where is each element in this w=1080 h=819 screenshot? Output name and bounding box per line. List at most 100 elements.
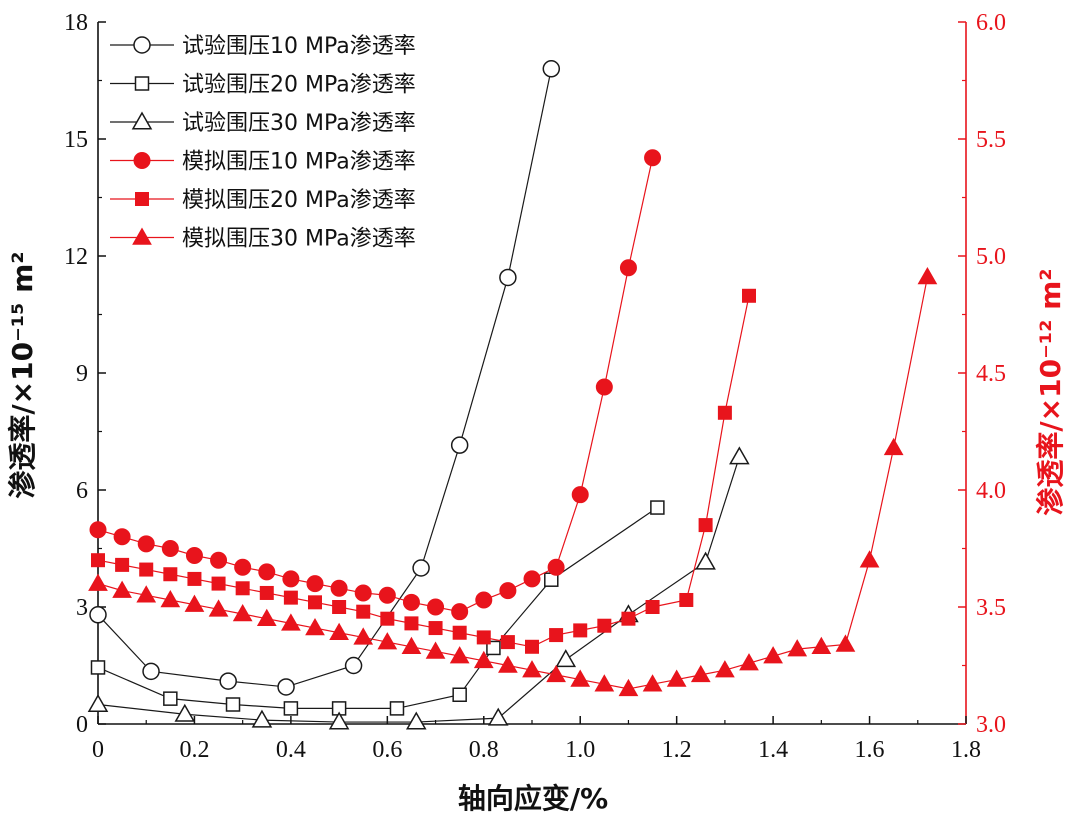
legend-marker — [134, 76, 150, 91]
y-right-tick-label: 4.5 — [976, 361, 1006, 387]
data-point — [427, 598, 445, 616]
data-point — [211, 576, 226, 591]
data-point — [89, 606, 107, 624]
series-1 — [89, 60, 561, 696]
data-point — [329, 622, 349, 640]
y-left-tick-label: 6 — [76, 478, 88, 504]
data-point — [283, 590, 298, 605]
data-point — [475, 591, 493, 609]
data-point — [281, 613, 301, 631]
x-tick-label: 0.6 — [372, 737, 402, 763]
y-right-tick-label: 3.0 — [976, 712, 1006, 738]
data-point — [328, 711, 350, 730]
data-point — [404, 616, 419, 631]
x-tick-label: 1.2 — [662, 737, 692, 763]
data-point — [305, 618, 325, 636]
y-right-tick-label: 6.0 — [976, 10, 1006, 36]
data-point — [487, 707, 509, 726]
data-point — [225, 697, 241, 712]
data-point — [555, 649, 577, 668]
data-point — [137, 535, 155, 553]
x-tick-label: 1.6 — [855, 737, 885, 763]
data-point — [650, 500, 665, 515]
legend-item: 试验围压30 MPa渗透率 — [110, 111, 416, 136]
legend-item: 模拟围压20 MPa渗透率 — [110, 188, 416, 213]
y-right-tick-label: 3.5 — [976, 595, 1006, 621]
data-point — [235, 581, 250, 596]
data-point — [859, 550, 880, 568]
data-point — [645, 600, 660, 614]
data-point — [619, 259, 637, 277]
legend-label: 试验围压10 MPa渗透率 — [182, 34, 416, 59]
data-point — [163, 691, 178, 706]
axes: 0 0.2 0.4 0.6 0.8 1.0 1.2 1.4 1.6 1.8 0 3 6 9 12 15 18 3.… — [64, 10, 1006, 763]
x-tick-label: 0.8 — [469, 737, 499, 763]
series-2 — [90, 500, 665, 716]
data-point — [621, 611, 636, 626]
data-point — [142, 662, 160, 681]
data-point — [356, 604, 371, 619]
data-point — [522, 660, 542, 678]
y-right-tick-label: 4.0 — [976, 478, 1006, 504]
data-point — [161, 540, 179, 557]
data-point — [690, 664, 711, 683]
data-point — [353, 627, 374, 645]
data-point — [811, 636, 832, 655]
data-point — [917, 267, 938, 285]
legend-item: 试验围压20 MPa渗透率 — [110, 73, 416, 98]
data-point — [139, 562, 154, 577]
data-point — [499, 268, 517, 287]
data-point — [542, 60, 561, 78]
data-point — [232, 604, 253, 622]
data-point — [283, 701, 299, 716]
data-point — [344, 656, 363, 675]
legend-marker — [132, 227, 152, 245]
legend-label: 试验围压30 MPa渗透率 — [182, 111, 416, 136]
data-point — [113, 528, 131, 546]
series-4 — [89, 149, 662, 621]
data-point — [449, 646, 470, 664]
data-point — [644, 149, 662, 167]
data-point — [184, 594, 205, 612]
data-point — [332, 600, 347, 614]
legend-marker — [131, 111, 153, 130]
data-point — [715, 660, 735, 678]
data-point — [425, 641, 446, 659]
series-6 — [88, 267, 938, 697]
data-point — [742, 288, 756, 303]
data-point — [234, 558, 252, 576]
x-tick-label: 1.4 — [758, 737, 788, 763]
data-point — [90, 660, 106, 675]
x-tick-label: 0.4 — [276, 737, 306, 763]
data-point — [208, 599, 229, 617]
data-point — [451, 603, 469, 621]
data-point — [210, 551, 228, 569]
data-point — [389, 701, 405, 716]
x-tick-label: 1.0 — [565, 737, 595, 763]
data-point — [498, 655, 518, 673]
data-point — [573, 623, 588, 638]
data-point — [549, 628, 564, 643]
y-left-tick-label: 15 — [64, 127, 88, 153]
data-point — [412, 559, 430, 577]
data-point — [306, 575, 324, 593]
data-point — [258, 563, 276, 581]
data-point — [450, 436, 469, 454]
x-tick-label: 1.8 — [951, 737, 981, 763]
y-left-tick-label: 0 — [76, 712, 88, 738]
x-tick-label: 0.2 — [179, 737, 209, 763]
data-point — [486, 640, 501, 656]
legend-label: 模拟围压20 MPa渗透率 — [182, 188, 416, 213]
y-axis-right-title: 渗透率/×10⁻¹² m² — [1034, 268, 1067, 515]
data-point — [163, 567, 178, 582]
legend-label: 模拟围压30 MPa渗透率 — [182, 227, 416, 252]
data-point — [282, 570, 300, 588]
data-point — [256, 608, 277, 626]
y-right-tick-label: 5.0 — [976, 244, 1006, 270]
data-point — [763, 646, 783, 664]
data-point — [354, 584, 372, 602]
data-point — [883, 437, 904, 456]
data-point — [717, 405, 732, 420]
data-point — [91, 553, 105, 568]
